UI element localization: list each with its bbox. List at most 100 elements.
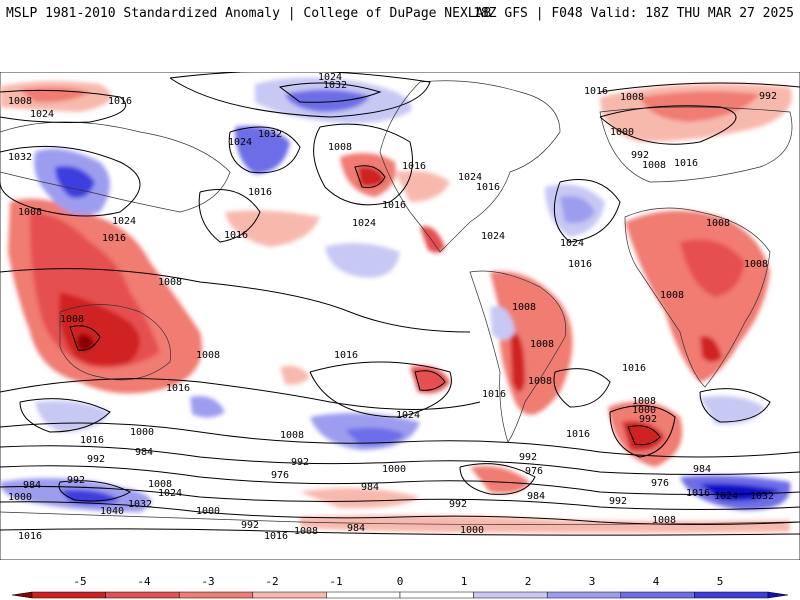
isobar-label: 984	[693, 464, 711, 475]
isobar-label: 1000	[382, 464, 406, 475]
colorbar-arrow-left	[11, 591, 33, 599]
isobar-label: 1032	[128, 499, 152, 510]
isobar-label: 1016	[108, 96, 132, 107]
isobar-1032-kamchatka	[228, 126, 301, 174]
isobar-label: 992	[241, 520, 259, 531]
isobar-1000-southern	[0, 422, 800, 458]
isobar-1008-pnw	[313, 123, 413, 206]
colorbar-segment	[178, 591, 254, 599]
isobar-label: 984	[361, 482, 379, 493]
isobar-label: 1016	[334, 350, 358, 361]
fill-pos-tasman	[190, 396, 225, 418]
colorbar-tick-label: -2	[265, 575, 278, 588]
isobar-1016-arctic	[0, 89, 127, 123]
fill-neg-samerica	[490, 271, 573, 415]
isobar-label: 1016	[248, 187, 272, 198]
isobar-label: 1016	[382, 200, 406, 211]
isobar-label: 1008	[294, 526, 318, 537]
isobar-label: 1024	[228, 137, 252, 148]
isobar-label: 1008	[528, 376, 552, 387]
colorbar: -5 -4 -3 -2 -1 0 1 2 3 4 5	[11, 575, 789, 599]
isobar-label: 976	[525, 466, 543, 477]
isobar-label: 984	[135, 447, 153, 458]
colorbar-tick-label: 4	[653, 575, 660, 588]
colorbar-segment	[31, 591, 106, 599]
isobar-label: 1008	[744, 259, 768, 270]
isobar-label: 1008	[18, 207, 42, 218]
isobar-label: 1008	[642, 160, 666, 171]
isobar-label: 992	[631, 150, 649, 161]
isobar-label: 992	[449, 499, 467, 510]
isobar-label: 1016	[224, 230, 248, 241]
isobar-1008-south3	[0, 501, 800, 525]
model-valid-time: 18Z GFS | F048 Valid: 18Z THU MAR 27 202…	[473, 6, 794, 21]
isobar-992-sio	[609, 405, 676, 458]
fill-neg-antarctic-strip	[300, 515, 790, 533]
fill-pos4-antarctic-right	[700, 483, 780, 501]
colorbar-segment	[399, 591, 474, 599]
isobar-label: 992	[639, 414, 657, 425]
isobar-label: 1016	[584, 86, 608, 97]
europe-outline	[599, 106, 793, 183]
isobar-label: 1016	[622, 363, 646, 374]
fill-pos3-siberia	[55, 166, 95, 198]
colorbar-tick-label: 0	[397, 575, 404, 588]
isobar-label: 1016	[476, 182, 500, 193]
anomaly-fill	[0, 77, 792, 533]
isobar-label: 976	[271, 470, 289, 481]
isobar-label: 1008	[148, 479, 172, 490]
isobar-label: 1024	[318, 72, 342, 83]
isobar-label: 1032	[8, 152, 32, 163]
fill-neg4-samerica	[510, 331, 525, 392]
isobar-label: 1024	[560, 238, 584, 249]
isobar-1032-siberia	[0, 145, 141, 217]
isobar-label: 1000	[460, 525, 484, 536]
isobar-1016-sind-right	[699, 388, 771, 423]
colorbar-segments	[11, 591, 789, 599]
isobar-label: 1024	[396, 410, 420, 421]
colorbar-segment	[473, 591, 548, 599]
isobar-label: 992	[87, 454, 105, 465]
colorbar-tick-label: -1	[329, 575, 342, 588]
asia-outline	[0, 121, 231, 213]
isobar-label: 1032	[323, 80, 347, 91]
fill-pos2-atl	[560, 196, 595, 224]
colorbar-tick-label: 3	[589, 575, 596, 588]
isobar-label: 1016	[686, 488, 710, 499]
fill-neg-antarctic-mid	[300, 488, 420, 509]
colorbar-segment	[694, 591, 769, 599]
fill-neg2-arctic-right	[640, 91, 760, 122]
isobar-label: 1024	[352, 218, 376, 229]
isobar-label: 1000	[610, 127, 634, 138]
isobar-1016-south	[0, 378, 481, 410]
isobar-label: 1024	[481, 231, 505, 242]
isobar-label: 1000	[196, 506, 220, 517]
colorbar-segment	[326, 591, 401, 599]
isobar-label: 1016	[264, 531, 288, 542]
colorbar-tick-label: -3	[201, 575, 214, 588]
isobar-label: 992	[519, 452, 537, 463]
colorbar-segment	[546, 591, 622, 599]
fill-neg3-africa	[680, 239, 745, 297]
fill-pos-samerica	[490, 306, 515, 341]
isobar-low-australia	[69, 325, 101, 351]
isobar-label: 1000	[632, 405, 656, 416]
isobar-label: 1016	[402, 161, 426, 172]
isobar-low-pnw	[354, 165, 386, 188]
isobar-label: 992	[67, 475, 85, 486]
isobar-label: 992	[291, 457, 309, 468]
fill-pos2-npac	[285, 89, 370, 112]
fill-pos-subpac	[325, 243, 400, 278]
fill-neg-sepac	[470, 466, 530, 494]
isobar-label: 1000	[130, 427, 154, 438]
colorbar-segment	[620, 591, 695, 599]
isobar-label: 1016	[102, 233, 126, 244]
colorbar-tick-label: -4	[137, 575, 151, 588]
isobar-label: 1008	[632, 396, 656, 407]
isobar-label: 1016	[80, 435, 104, 446]
isobar-label: 1008	[196, 350, 220, 361]
isobars	[0, 72, 800, 536]
isobar-976-sepac	[459, 463, 536, 495]
